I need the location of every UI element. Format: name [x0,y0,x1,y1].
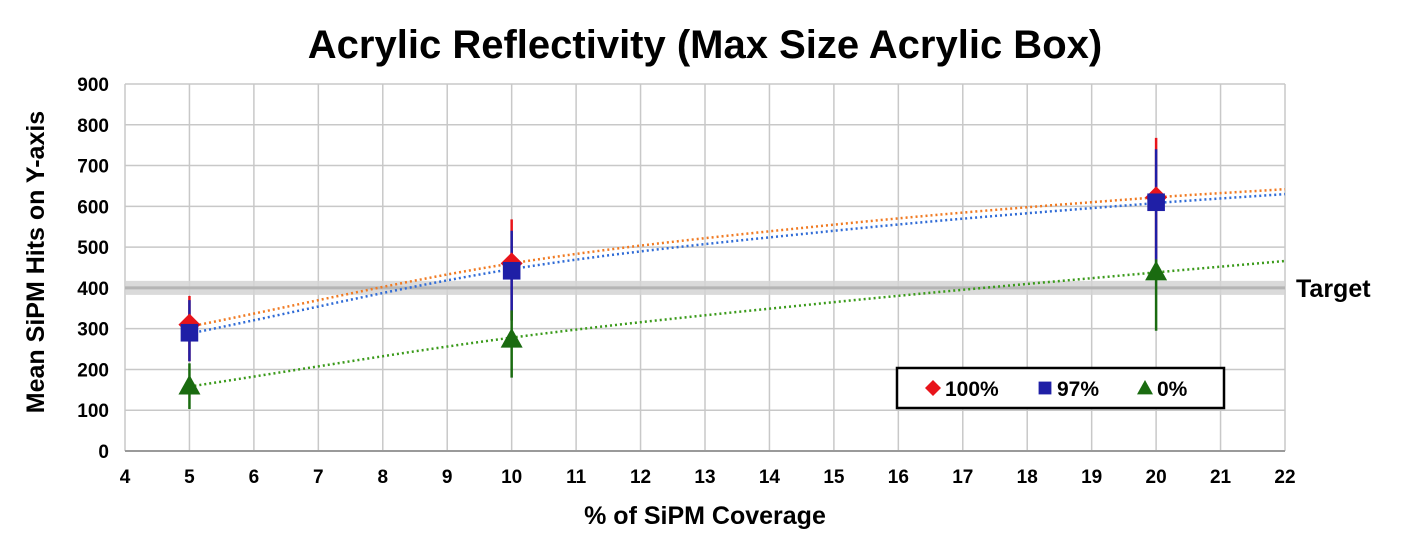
x-tick-label: 22 [1274,467,1295,488]
x-tick-label: 6 [249,467,260,488]
x-tick-label: 14 [759,467,781,488]
y-tick-label: 100 [77,401,109,422]
x-tick-label: 12 [630,467,651,488]
markers [178,186,1168,395]
x-tick-labels: 4 5 6 7 8 9 10 11 12 13 14 15 16 17 18 19 20 21 22 [120,467,1296,488]
x-tick-label: 18 [1017,467,1038,488]
x-tick-label: 13 [694,467,715,488]
legend-label: 0% [1157,378,1188,401]
legend-marker [925,380,941,396]
y-tick-label: 600 [77,197,109,218]
x-tick-label: 7 [313,467,324,488]
trendline [189,259,1286,388]
legend-marker [1137,380,1153,395]
data-point [1147,193,1165,212]
x-tick-label: 10 [501,467,522,488]
x-tick-label: 19 [1081,467,1102,488]
legend-label: 100% [945,378,999,401]
data-point [500,327,523,348]
x-tick-label: 8 [377,467,388,488]
y-tick-label: 700 [77,157,109,178]
data-point [502,261,521,280]
x-axis-label: % of SiPM Coverage [584,502,826,530]
x-tick-label: 21 [1210,467,1232,488]
y-tick-labels: 0 100 200 300 400 500 600 700 800 900 [77,75,109,463]
target-band [125,280,1285,295]
trendline [189,187,1286,328]
y-tick-label: 500 [77,238,109,259]
x-tick-label: 15 [823,467,845,488]
data-point [178,374,201,395]
y-axis-label: Mean SiPM Hits on Y-axis [22,111,50,413]
y-tick-label: 0 [98,442,109,463]
y-tick-label: 800 [77,116,109,137]
legend-label: 97% [1057,378,1099,401]
x-tick-label: 11 [566,467,587,488]
x-tick-label: 9 [442,467,453,488]
y-tick-label: 400 [77,279,109,300]
y-tick-label: 300 [77,320,109,341]
legend: 100% 97% 0% [895,366,1226,410]
trendline [189,192,1286,335]
legend-marker [1038,381,1052,395]
chart-title: Acrylic Reflectivity (Max Size Acrylic B… [308,23,1102,67]
x-tick-label: 16 [888,467,909,488]
x-tick-label: 17 [952,467,973,488]
target-label: Target [1296,275,1371,303]
x-tick-label: 20 [1146,467,1167,488]
x-tick-label: 4 [120,467,131,488]
x-tick-label: 5 [184,467,195,488]
data-point [180,323,199,342]
y-tick-label: 900 [77,75,109,96]
y-tick-label: 200 [77,360,109,381]
data-point [1145,260,1168,281]
legend-box [895,366,1226,410]
